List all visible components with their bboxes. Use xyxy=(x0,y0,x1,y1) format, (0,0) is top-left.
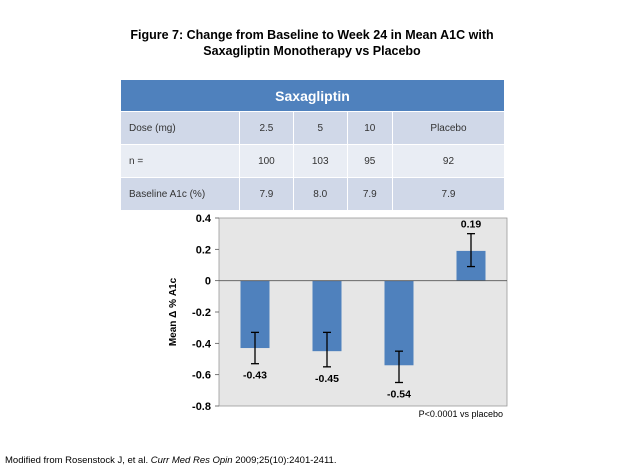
citation-suffix: 2009;25(10):2401-2411. xyxy=(232,455,337,466)
table-cell: 7.9 xyxy=(346,177,393,210)
citation-journal: Curr Med Res Opin xyxy=(150,455,233,466)
table-row-baseline: Baseline A1c (%) 7.9 8.0 7.9 7.9 xyxy=(121,177,504,210)
table-row-n: n = 100 103 95 92 xyxy=(121,144,504,178)
table-header: Saxagliptin xyxy=(121,80,504,112)
y-tick-label: -0.4 xyxy=(192,338,212,350)
table-cell: 5 xyxy=(292,111,348,145)
figure-title-line-2: Saxagliptin Monotherapy vs Placebo xyxy=(203,44,421,58)
data-label: -0.43 xyxy=(243,370,267,382)
y-tick-label: -0.2 xyxy=(192,307,211,319)
y-axis-label: Mean Δ % A1c xyxy=(168,277,179,346)
table-cell: 8.0 xyxy=(292,177,348,210)
table-cell: 103 xyxy=(292,144,348,178)
data-label: -0.54 xyxy=(387,389,411,401)
annotation: P<0.0001 vs placebo xyxy=(419,409,503,419)
y-tick-label: -0.8 xyxy=(192,401,211,413)
figure-title: Figure 7: Change from Baseline to Week 2… xyxy=(0,27,624,59)
citation: Modified from Rosenstock J, et al. Curr … xyxy=(5,455,336,466)
dose-table: Saxagliptin Dose (mg) 2.5 5 10 Placebo n… xyxy=(121,80,504,210)
row-label: n = xyxy=(121,144,240,178)
table-cell: 95 xyxy=(346,144,393,178)
y-tick-label: -0.6 xyxy=(192,370,211,382)
table-cell: 10 xyxy=(346,111,393,145)
row-label: Baseline A1c (%) xyxy=(121,177,240,210)
table-cell: 92 xyxy=(391,144,504,178)
data-label: -0.45 xyxy=(315,373,339,385)
y-tick-label: 0.4 xyxy=(196,213,212,225)
data-label: 0.19 xyxy=(461,219,482,231)
table-header-row: Saxagliptin xyxy=(121,80,504,112)
table-row-dose: Dose (mg) 2.5 5 10 Placebo xyxy=(121,111,504,145)
figure-title-line-1: Figure 7: Change from Baseline to Week 2… xyxy=(130,28,494,42)
table-cell: 100 xyxy=(239,144,294,178)
y-tick-label: 0.2 xyxy=(196,244,211,256)
citation-prefix: Modified from Rosenstock J, et al. xyxy=(5,455,151,466)
table-cell: 7.9 xyxy=(391,177,504,210)
y-tick-label: 0 xyxy=(205,276,211,288)
table-cell: Placebo xyxy=(391,111,504,145)
row-label: Dose (mg) xyxy=(121,111,240,145)
table-cell: 2.5 xyxy=(239,111,294,145)
table-cell: 7.9 xyxy=(239,177,294,210)
